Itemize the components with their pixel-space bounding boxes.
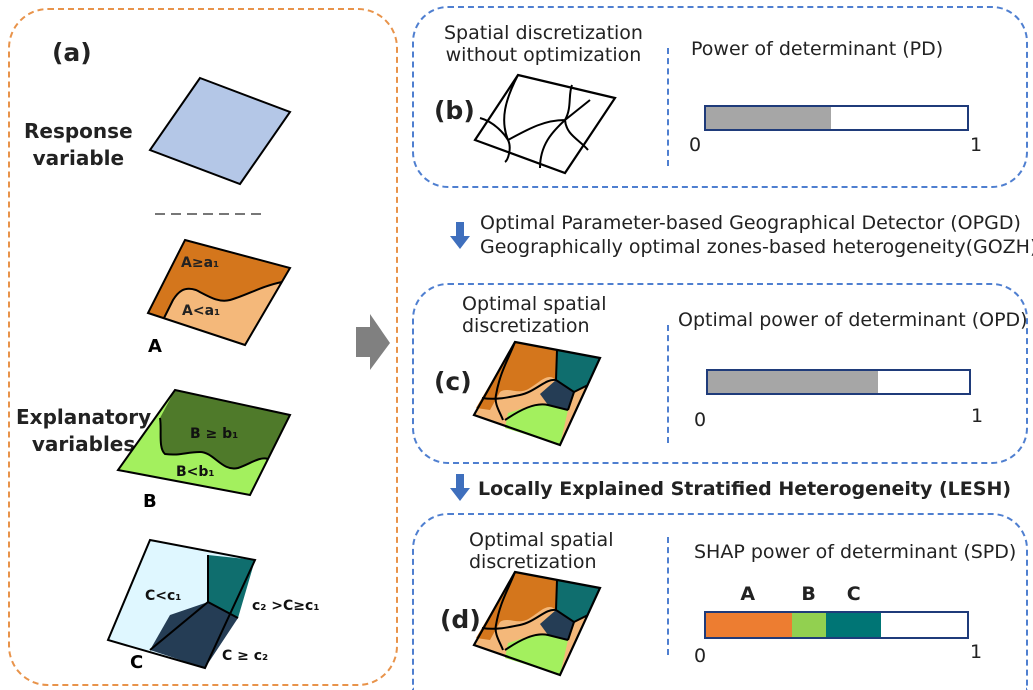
panel-d-title: Optimal spatial discretization <box>469 529 614 573</box>
map-c-left-label: C<c₁ <box>145 588 181 604</box>
big-arrow <box>356 314 390 370</box>
panel-d: Optimal spatial discretization (d) SHAP … <box>412 513 1028 690</box>
spd-axis-min: 0 <box>694 645 707 667</box>
panel-a-label: (a) <box>52 38 92 67</box>
opd-bar <box>706 369 971 395</box>
response-map <box>148 76 292 186</box>
spd-segment-label-a: A <box>740 583 756 605</box>
map-b-upper-label: B ≥ b₁ <box>190 426 238 442</box>
panel-c-title: Optimal spatial discretization <box>462 293 607 337</box>
map-c-bottom-label: C ≥ c₂ <box>222 648 268 664</box>
explanatory-variables-label: Explanatory variables <box>16 405 152 456</box>
pd-axis-min: 0 <box>689 134 702 156</box>
map-a-upper-label: A≥a₁ <box>181 255 219 271</box>
step1-arrow <box>450 222 470 249</box>
panel-b-separator <box>667 48 669 166</box>
map-c-panel <box>472 340 602 447</box>
spd-axis-max: 1 <box>970 641 983 663</box>
pd-axis-max: 1 <box>970 134 983 156</box>
pd-bar <box>704 105 969 131</box>
map-a-lower-label: A<a₁ <box>182 303 220 319</box>
step1-line2: Geographically optimal zones-based heter… <box>480 236 1033 258</box>
panel-b: Spatial discretization without optimizat… <box>412 6 1028 188</box>
map-c: C<c₁ c₂ >C≥c₁ C ≥ c₂ C <box>106 538 319 673</box>
opd-bar-fill <box>708 371 878 393</box>
opd-axis-max: 1 <box>971 405 984 427</box>
panel-d-separator <box>667 537 669 655</box>
panel-a: (a) Response variable Explanatory variab… <box>8 8 398 686</box>
panel-c-label: (c) <box>434 367 472 396</box>
panel-b-title: Spatial discretization without optimizat… <box>444 22 643 66</box>
spd-segment-b <box>792 613 827 637</box>
map-a: A≥a₁ A<a₁ A <box>146 238 292 357</box>
panel-c-pd-title: Optimal power of determinant (OPD) <box>678 309 1028 331</box>
pd-bar-fill <box>706 107 832 129</box>
map-b: B ≥ b₁ B<b₁ B <box>116 388 292 512</box>
panel-d-pd-title: SHAP power of determinant (SPD) <box>694 541 1017 563</box>
spd-segment-labels: A B C <box>704 583 969 607</box>
panel-c-separator <box>667 325 669 443</box>
map-c-letter: C <box>130 652 143 673</box>
map-a-letter: A <box>148 336 162 357</box>
panel-c: Optimal spatial discretization (c) Optim… <box>412 283 1028 464</box>
panel-d-label: (d) <box>440 605 481 634</box>
spd-segment-c <box>826 613 881 637</box>
spd-segment-label-b: B <box>801 583 816 605</box>
spd-bar <box>704 611 969 639</box>
spd-segment-a <box>706 613 793 637</box>
map-b-panel <box>473 73 617 175</box>
opd-axis-min: 0 <box>694 409 707 431</box>
map-b-lower-label: B<b₁ <box>176 464 215 480</box>
step1-line1: Optimal Parameter-based Geographical Det… <box>480 212 1021 234</box>
response-variable-label: Response variable <box>24 119 133 170</box>
spd-segment-label-c: C <box>846 583 861 605</box>
step2-line1: Locally Explained Stratified Heterogenei… <box>478 478 1012 500</box>
map-c-right-label: c₂ >C≥c₁ <box>252 598 319 614</box>
step2-arrow <box>450 474 470 501</box>
map-d-panel <box>472 570 602 677</box>
panel-b-pd-title: Power of determinant (PD) <box>691 38 944 60</box>
map-b-letter: B <box>143 491 157 512</box>
panel-b-label: (b) <box>434 96 475 125</box>
